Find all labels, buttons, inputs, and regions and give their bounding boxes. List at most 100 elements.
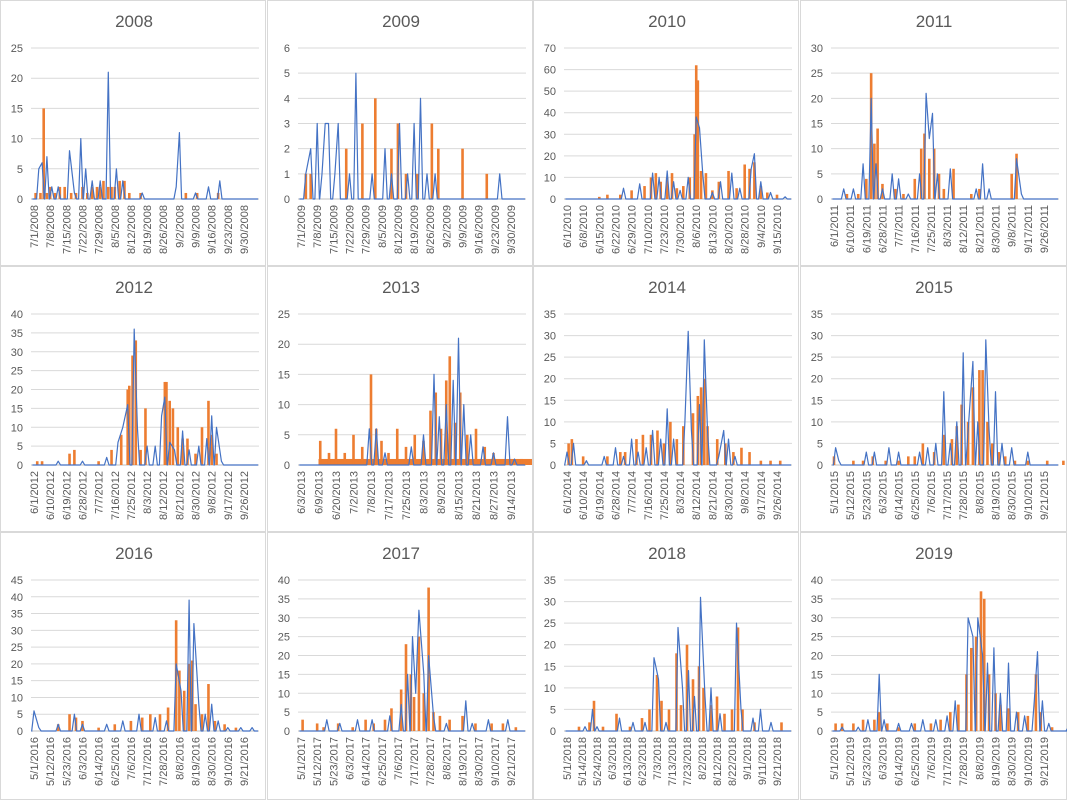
- x-tick-label: 8/30/2019: [1007, 737, 1019, 786]
- bar: [670, 173, 674, 199]
- bar: [514, 727, 518, 731]
- bar: [163, 381, 167, 465]
- bar: [897, 727, 900, 731]
- x-tick-label: 9/15/2010: [772, 205, 784, 254]
- bar: [877, 712, 881, 731]
- bar: [207, 400, 210, 465]
- bar: [128, 385, 131, 465]
- chart-title: 2010: [648, 12, 686, 31]
- y-tick-label: 30: [11, 347, 23, 359]
- chart-svg: 2010 0 10 20 30 40 50 60 70 6/1/2010 6/8/2010 6/15/…: [544, 12, 792, 254]
- x-tick-label: 6/10/2011: [845, 205, 857, 253]
- x-tick-label: 8/26/2008: [158, 205, 170, 254]
- bar: [1010, 173, 1013, 199]
- x-tick-label: 6/19/2012: [61, 471, 73, 520]
- y-tick-label: 15: [11, 103, 23, 115]
- y-tick-label: 0: [284, 460, 290, 472]
- x-tick-label: 8/21/2014: [707, 471, 719, 520]
- y-tick-label: 5: [550, 704, 556, 716]
- bar: [970, 647, 973, 731]
- chart-svg: 2018 0 5 10 15 20 25 30 35 5/1/2018 5/14/2018 5/24/…: [544, 544, 792, 786]
- x-tick-label: 7/6/2019: [926, 737, 938, 780]
- x-tick-label: 8/3/2014: [675, 471, 687, 514]
- bar: [696, 80, 700, 199]
- bar: [413, 434, 417, 465]
- y-tick-label: 10: [811, 144, 823, 156]
- bar: [374, 428, 378, 465]
- bar: [655, 674, 659, 731]
- x-tick-label: 9/30/2009: [506, 205, 518, 254]
- bar: [913, 723, 917, 731]
- bar: [474, 723, 477, 731]
- x-tick-label: 7/17/2019: [942, 737, 954, 786]
- series-line: [32, 328, 258, 466]
- series-line: [299, 609, 525, 732]
- bar: [598, 196, 601, 199]
- x-tick-label: 9/30/2008: [239, 205, 251, 254]
- bar: [907, 456, 910, 465]
- bar: [957, 704, 960, 731]
- x-tick-label: 7/28/2017: [425, 737, 437, 786]
- y-tick-label: 0: [550, 726, 556, 738]
- bar: [942, 188, 946, 199]
- bar: [501, 723, 505, 731]
- bar: [979, 591, 983, 731]
- y-tick-label: 0: [284, 726, 290, 738]
- series-line: [299, 72, 525, 200]
- x-tick-label: 9/1/2018: [742, 737, 754, 780]
- x-tick-label: 9/23/2009: [490, 205, 502, 254]
- x-tick-label: 6/1/2010: [562, 205, 574, 248]
- y-tick-label: 35: [278, 594, 290, 606]
- bar: [691, 679, 695, 731]
- bar: [971, 387, 975, 465]
- bar: [301, 719, 304, 731]
- bar: [706, 426, 709, 465]
- y-tick-label: 0: [284, 194, 290, 206]
- bar: [952, 168, 955, 199]
- x-tick-label: 9/2/2009: [441, 205, 453, 248]
- y-tick-label: 2: [284, 144, 290, 156]
- y-tick-label: 15: [278, 669, 290, 681]
- y-tick-label: 20: [11, 73, 23, 85]
- x-tick-label: 9/2/2008: [174, 205, 186, 248]
- x-tick-label: 6/3/2017: [344, 737, 356, 780]
- bar: [520, 458, 523, 465]
- x-tick-label: 6/28/2014: [610, 471, 622, 520]
- y-tick-label: 30: [811, 613, 823, 625]
- bar: [902, 193, 905, 199]
- bar: [1007, 708, 1010, 731]
- bar: [601, 726, 605, 731]
- bar: [437, 148, 440, 199]
- bar: [56, 724, 60, 731]
- bar: [740, 447, 743, 465]
- bar: [430, 123, 434, 199]
- y-tick-label: 20: [11, 659, 23, 671]
- bar: [139, 449, 142, 465]
- x-tick-label: 5/1/2016: [29, 737, 41, 780]
- bar: [207, 684, 210, 731]
- bar: [444, 380, 448, 465]
- x-tick-label: 7/7/2012: [94, 471, 106, 514]
- x-tick-label: 5/1/2019: [829, 737, 841, 780]
- bar: [997, 452, 1001, 465]
- y-tick-label: 35: [811, 594, 823, 606]
- bar: [619, 194, 622, 199]
- bar: [929, 723, 933, 731]
- bar: [743, 164, 746, 199]
- y-tick-label: 10: [11, 422, 23, 434]
- x-tick-label: 7/16/2011: [910, 205, 922, 253]
- x-tick-label: 7/1/2009: [296, 205, 308, 248]
- bar: [1003, 456, 1007, 465]
- bar: [704, 173, 708, 199]
- bar: [318, 440, 322, 465]
- y-tick-label: 15: [811, 669, 823, 681]
- bar: [942, 434, 946, 465]
- x-tick-label: 9/4/2010: [756, 205, 768, 248]
- y-tick-label: 25: [278, 309, 290, 321]
- bar: [168, 400, 171, 465]
- chart-svg: 2008 0 5 10 15 20 25 7/1/2008 7/8/2008 7/15/2008 7…: [11, 12, 259, 254]
- x-tick-label: 6/25/2019: [910, 737, 922, 786]
- series-line: [565, 596, 791, 732]
- bar: [412, 697, 416, 731]
- bar: [200, 427, 204, 465]
